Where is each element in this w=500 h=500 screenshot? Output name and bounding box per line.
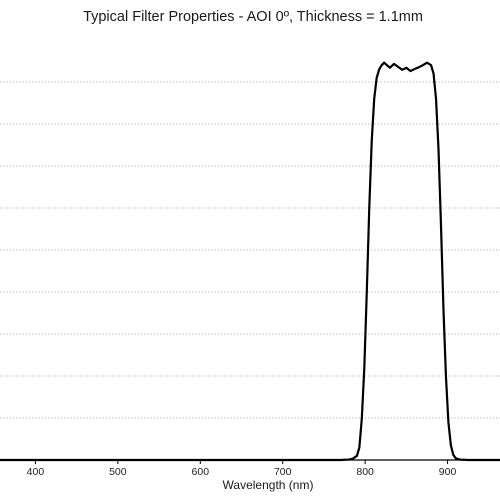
x-tick-label-600: 600 (192, 466, 210, 478)
x-tick-label-400: 400 (27, 466, 45, 478)
gridlines (0, 81, 500, 419)
x-tick-label-900: 900 (439, 466, 457, 478)
series-line-0 (0, 61, 500, 462)
x-tick-label-800: 800 (356, 466, 374, 478)
x-tick-label-500: 500 (109, 466, 127, 478)
chart-title: Typical Filter Properties - AOI 0º, Thic… (83, 9, 423, 25)
series-layer (0, 61, 500, 462)
x-tick-labels: 400 500 600 700 800 900 (27, 466, 457, 478)
x-axis-label: Wavelength (nm) (223, 478, 314, 492)
x-tick-label-700: 700 (274, 466, 292, 478)
